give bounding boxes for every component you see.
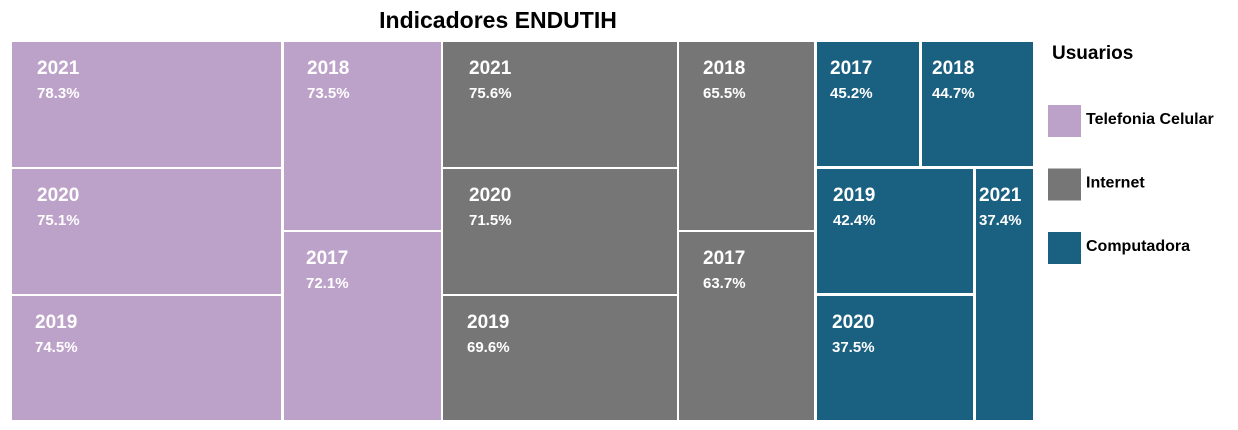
- tile-value-label: 75.6%: [469, 85, 512, 102]
- treemap-tile: [817, 169, 973, 293]
- tile-category: 2020: [832, 312, 874, 333]
- tile-value-label: 37.5%: [832, 339, 875, 356]
- tile-value-label: 71.5%: [469, 212, 512, 229]
- tile-category: 2017: [703, 248, 745, 269]
- treemap-tile: [817, 296, 973, 420]
- tile-category: 2018: [932, 58, 974, 79]
- tile-value-label: 42.4%: [833, 212, 876, 229]
- legend-swatch: [1048, 105, 1081, 137]
- tile-value-label: 37.4%: [979, 212, 1022, 229]
- treemap-tile: [12, 42, 281, 167]
- treemap-tile: [922, 42, 1033, 166]
- treemap-tile: [284, 42, 441, 230]
- legend-title: Usuarios: [1052, 43, 1133, 64]
- tile-category: 2018: [703, 58, 745, 79]
- treemap-tile: [443, 296, 677, 420]
- treemap-tile: [817, 42, 919, 166]
- tile-value-label: 63.7%: [703, 275, 746, 292]
- tile-category: 2018: [307, 58, 349, 79]
- treemap-tile: [679, 232, 814, 420]
- tile-value-label: 69.6%: [467, 339, 510, 356]
- tile-category: 2021: [469, 58, 512, 79]
- treemap-tile: [443, 169, 677, 294]
- tile-category: 2017: [830, 58, 872, 79]
- treemap-tile: [443, 42, 677, 167]
- tile-category: 2021: [37, 58, 80, 79]
- tile-category: 2020: [37, 185, 79, 206]
- legend-label: Computadora: [1086, 238, 1190, 255]
- treemap-tile: [284, 232, 441, 420]
- legend-label: Internet: [1086, 175, 1145, 192]
- treemap-tile: [12, 296, 281, 420]
- tile-category: 2021: [979, 185, 1022, 206]
- treemap-tile: [12, 169, 281, 294]
- tile-value-label: 65.5%: [703, 85, 746, 102]
- tile-category: 2019: [467, 312, 509, 333]
- tile-value-label: 45.2%: [830, 85, 873, 102]
- treemap-tile: [679, 42, 814, 230]
- legend-swatch: [1048, 168, 1081, 201]
- tile-category: 2017: [306, 248, 348, 269]
- tile-category: 2019: [833, 185, 875, 206]
- chart-title: Indicadores ENDUTIH: [379, 7, 617, 33]
- tile-value-label: 78.3%: [37, 85, 80, 102]
- tile-value-label: 74.5%: [35, 339, 78, 356]
- tile-value-label: 44.7%: [932, 85, 975, 102]
- tile-value-label: 73.5%: [307, 85, 350, 102]
- treemap-tile: [976, 169, 1033, 420]
- tile-category: 2020: [469, 185, 511, 206]
- tile-value-label: 75.1%: [37, 212, 80, 229]
- legend-label: Telefonia Celular: [1086, 111, 1214, 128]
- tile-value-label: 72.1%: [306, 275, 349, 292]
- legend-swatch: [1048, 232, 1081, 264]
- tile-category: 2019: [35, 312, 77, 333]
